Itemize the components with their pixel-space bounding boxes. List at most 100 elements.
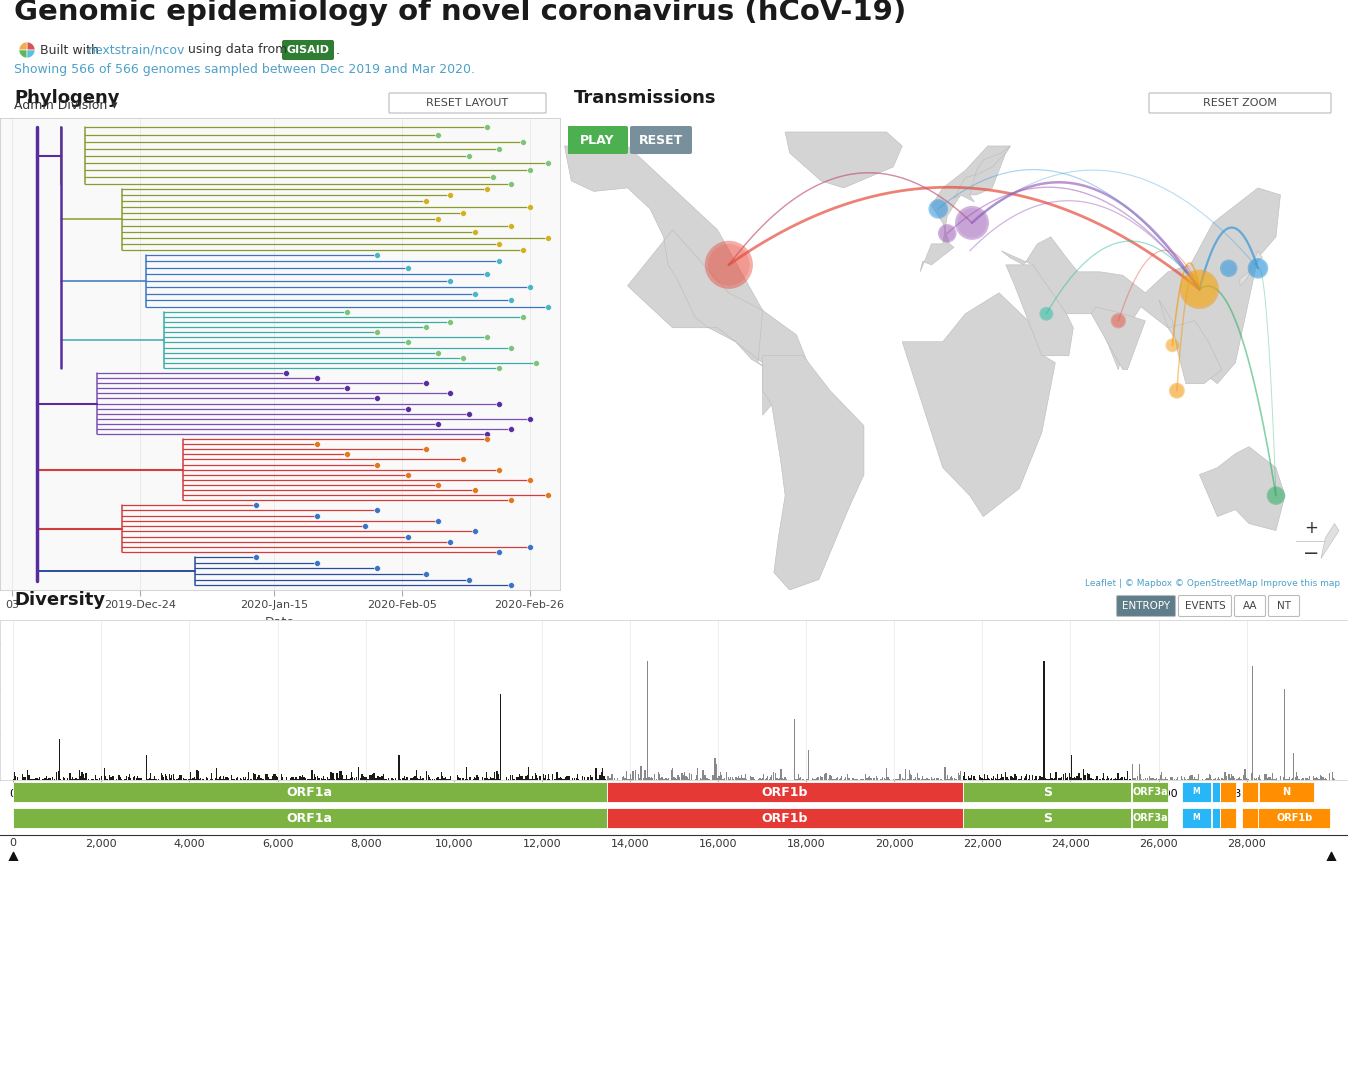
Bar — [1212, 782, 1220, 802]
Point — [537, 155, 558, 172]
Point — [937, 225, 958, 242]
Bar — [1242, 782, 1258, 802]
Text: NT: NT — [1277, 601, 1291, 611]
Wedge shape — [27, 42, 35, 50]
Point — [1266, 487, 1287, 504]
Point — [355, 517, 376, 535]
Text: Phylogeny: Phylogeny — [13, 89, 120, 107]
Point — [245, 548, 267, 566]
Polygon shape — [902, 292, 1055, 516]
Point — [367, 389, 388, 407]
Text: ORF1b: ORF1b — [762, 812, 807, 825]
Point — [452, 451, 473, 468]
Text: ORF1a: ORF1a — [287, 785, 333, 798]
Point — [452, 205, 473, 222]
Point — [519, 411, 541, 428]
Bar — [1259, 782, 1314, 802]
Point — [439, 314, 461, 331]
Point — [519, 161, 541, 178]
Point — [512, 308, 534, 325]
Point — [1217, 259, 1239, 276]
Point — [427, 415, 449, 432]
Text: S: S — [1043, 812, 1051, 825]
Point — [519, 539, 541, 556]
Bar — [607, 782, 962, 802]
Text: RESET ZOOM: RESET ZOOM — [1202, 98, 1277, 108]
Bar — [1182, 808, 1211, 828]
Text: Genomic epidemiology of novel coronavirus (hCoV-19): Genomic epidemiology of novel coronaviru… — [13, 0, 906, 26]
Point — [415, 192, 437, 209]
Point — [427, 477, 449, 494]
Point — [1166, 382, 1188, 399]
Text: 18,000: 18,000 — [787, 839, 825, 848]
Point — [1266, 487, 1287, 504]
Polygon shape — [1159, 300, 1221, 384]
Point — [398, 400, 419, 417]
Point — [1247, 259, 1268, 276]
Text: ORF3a: ORF3a — [1132, 813, 1167, 823]
Point — [1166, 382, 1188, 399]
Point — [398, 259, 419, 276]
Text: M: M — [1193, 813, 1200, 823]
Point — [1108, 313, 1130, 330]
Point — [512, 241, 534, 258]
Point — [937, 225, 958, 242]
Point — [464, 285, 485, 302]
Point — [415, 566, 437, 583]
Point — [718, 256, 740, 273]
Text: 22,000: 22,000 — [962, 839, 1002, 848]
Text: ORF1b: ORF1b — [1277, 813, 1313, 823]
Text: ORF3a: ORF3a — [1132, 787, 1167, 797]
FancyBboxPatch shape — [1268, 595, 1299, 617]
Text: S: S — [1043, 785, 1051, 798]
Point — [464, 523, 485, 540]
Point — [1217, 259, 1239, 276]
Point — [336, 380, 357, 397]
Point — [961, 214, 983, 232]
Point — [500, 176, 522, 193]
Point — [427, 345, 449, 362]
Point — [500, 577, 522, 594]
Text: RESET: RESET — [639, 133, 683, 146]
Point — [458, 405, 480, 423]
Text: Leaflet | © Mapbox © OpenStreetMap Improve this map: Leaflet | © Mapbox © OpenStreetMap Impro… — [1085, 579, 1340, 588]
Text: 6,000: 6,000 — [262, 839, 294, 848]
Point — [488, 253, 510, 270]
Point — [927, 201, 949, 218]
Point — [245, 496, 267, 513]
Text: using data from: using data from — [187, 44, 287, 57]
Text: 26,000: 26,000 — [1139, 839, 1178, 848]
Point — [488, 140, 510, 157]
Point — [367, 456, 388, 473]
Polygon shape — [1240, 251, 1263, 286]
Text: Diversity: Diversity — [13, 591, 105, 609]
Point — [718, 256, 740, 273]
Text: 12,000: 12,000 — [523, 839, 561, 848]
Point — [488, 360, 510, 377]
Point — [415, 375, 437, 392]
FancyBboxPatch shape — [630, 126, 692, 154]
Text: N: N — [1282, 787, 1290, 797]
Point — [458, 571, 480, 588]
Text: +: + — [1304, 519, 1318, 537]
Polygon shape — [954, 146, 1010, 202]
Bar — [1242, 808, 1258, 828]
FancyBboxPatch shape — [566, 126, 628, 154]
Point — [306, 507, 328, 524]
Point — [275, 364, 297, 381]
Wedge shape — [27, 50, 35, 58]
Point — [476, 180, 497, 197]
Polygon shape — [763, 355, 864, 590]
Polygon shape — [1002, 188, 1281, 384]
Point — [537, 229, 558, 246]
Text: Showing 566 of 566 genomes sampled between Dec 2019 and Mar 2020.: Showing 566 of 566 genomes sampled betwe… — [13, 64, 474, 77]
Text: RESET LAYOUT: RESET LAYOUT — [426, 98, 508, 108]
Text: −: − — [1302, 544, 1320, 563]
Point — [1035, 305, 1057, 322]
Point — [1189, 281, 1211, 298]
Polygon shape — [1006, 265, 1073, 355]
Polygon shape — [785, 132, 902, 188]
Text: 20,000: 20,000 — [875, 839, 914, 848]
Text: Built with: Built with — [40, 44, 98, 57]
Point — [367, 246, 388, 264]
